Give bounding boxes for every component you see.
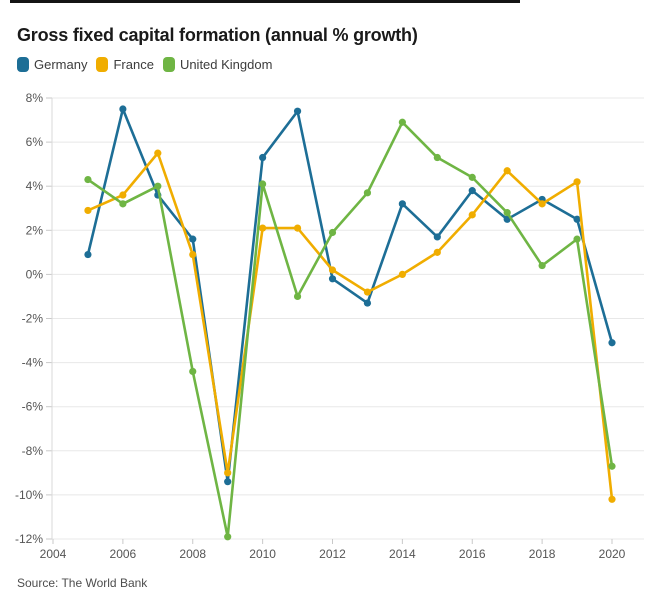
legend-swatch-icon [17, 57, 29, 72]
data-point[interactable] [224, 469, 232, 477]
data-point[interactable] [224, 478, 232, 486]
chart-legend: Germany France United Kingdom [17, 57, 272, 72]
source-note: Source: The World Bank [17, 576, 148, 590]
data-point[interactable] [259, 224, 267, 232]
data-point[interactable] [398, 270, 406, 278]
legend-label: United Kingdom [179, 57, 273, 72]
x-axis-label: 2008 [179, 547, 206, 561]
legend-swatch-icon [162, 57, 175, 72]
y-axis-label: 2% [26, 223, 44, 237]
data-point[interactable] [84, 250, 92, 259]
chart-title: Gross fixed capital formation (annual % … [17, 25, 418, 46]
data-point[interactable] [119, 191, 127, 199]
data-point[interactable] [503, 209, 511, 217]
data-point[interactable] [154, 182, 162, 190]
legend-label: Germany [34, 57, 88, 72]
data-point[interactable] [84, 175, 92, 184]
y-axis-label: 0% [26, 267, 44, 281]
top-border-strip [10, 0, 520, 3]
x-axis-label: 2020 [599, 547, 626, 561]
data-point[interactable] [328, 266, 337, 274]
data-point[interactable] [119, 105, 127, 113]
data-point[interactable] [363, 288, 372, 296]
data-point[interactable] [119, 200, 127, 208]
y-axis-label: -8% [22, 444, 44, 458]
x-axis-label: 2006 [110, 547, 137, 561]
legend-swatch-icon [96, 57, 109, 72]
series-line-united-kingdom [86, 120, 614, 539]
data-point[interactable] [328, 275, 337, 283]
x-axis-label: 2018 [529, 547, 556, 561]
y-axis-label: -2% [22, 312, 44, 326]
data-point[interactable] [433, 248, 441, 256]
data-point[interactable] [608, 339, 616, 347]
data-point[interactable] [468, 173, 476, 181]
data-point[interactable] [433, 153, 441, 162]
data-point[interactable] [468, 187, 476, 195]
data-point[interactable] [189, 367, 197, 376]
data-point[interactable] [433, 233, 441, 241]
data-point[interactable] [573, 215, 581, 223]
x-axis-label: 2012 [319, 547, 346, 561]
legend-item-united-kingdom[interactable]: United Kingdom [162, 57, 273, 72]
data-point[interactable] [363, 189, 372, 197]
data-point[interactable] [293, 292, 302, 301]
data-point[interactable] [154, 149, 162, 157]
y-axis-label: -4% [22, 356, 44, 370]
data-point[interactable] [538, 261, 546, 270]
data-point[interactable] [573, 178, 581, 186]
legend-label: France [113, 57, 154, 72]
data-point[interactable] [363, 299, 372, 307]
x-axis-label: 2010 [249, 547, 276, 561]
y-axis-label: 4% [26, 179, 44, 193]
data-point[interactable] [328, 228, 337, 237]
data-point[interactable] [293, 224, 302, 232]
data-point[interactable] [503, 167, 511, 175]
x-axis-label: 2014 [389, 547, 416, 561]
data-point[interactable] [398, 200, 406, 208]
data-point[interactable] [84, 206, 92, 215]
data-point[interactable] [608, 495, 616, 503]
data-point[interactable] [259, 153, 267, 162]
y-axis-label: 8% [26, 91, 44, 105]
legend-item-france[interactable]: France [96, 57, 154, 72]
data-point[interactable] [538, 200, 546, 208]
y-axis-label: -10% [15, 488, 43, 502]
series-line-germany [86, 107, 614, 483]
data-point[interactable] [573, 235, 581, 243]
data-point[interactable] [398, 118, 406, 126]
x-axis-label: 2004 [40, 547, 67, 561]
y-axis-label: -6% [22, 400, 44, 414]
x-axis-label: 2016 [459, 547, 486, 561]
data-point[interactable] [259, 180, 267, 188]
data-point[interactable] [189, 235, 197, 243]
data-point[interactable] [224, 533, 232, 541]
data-point[interactable] [468, 211, 476, 219]
legend-item-germany[interactable]: Germany [17, 57, 87, 72]
y-axis-label: 6% [26, 135, 44, 149]
y-axis-label: -12% [15, 532, 43, 546]
series-line-france [86, 151, 614, 501]
data-point[interactable] [293, 107, 302, 115]
data-point[interactable] [608, 462, 616, 470]
data-point[interactable] [189, 250, 197, 259]
